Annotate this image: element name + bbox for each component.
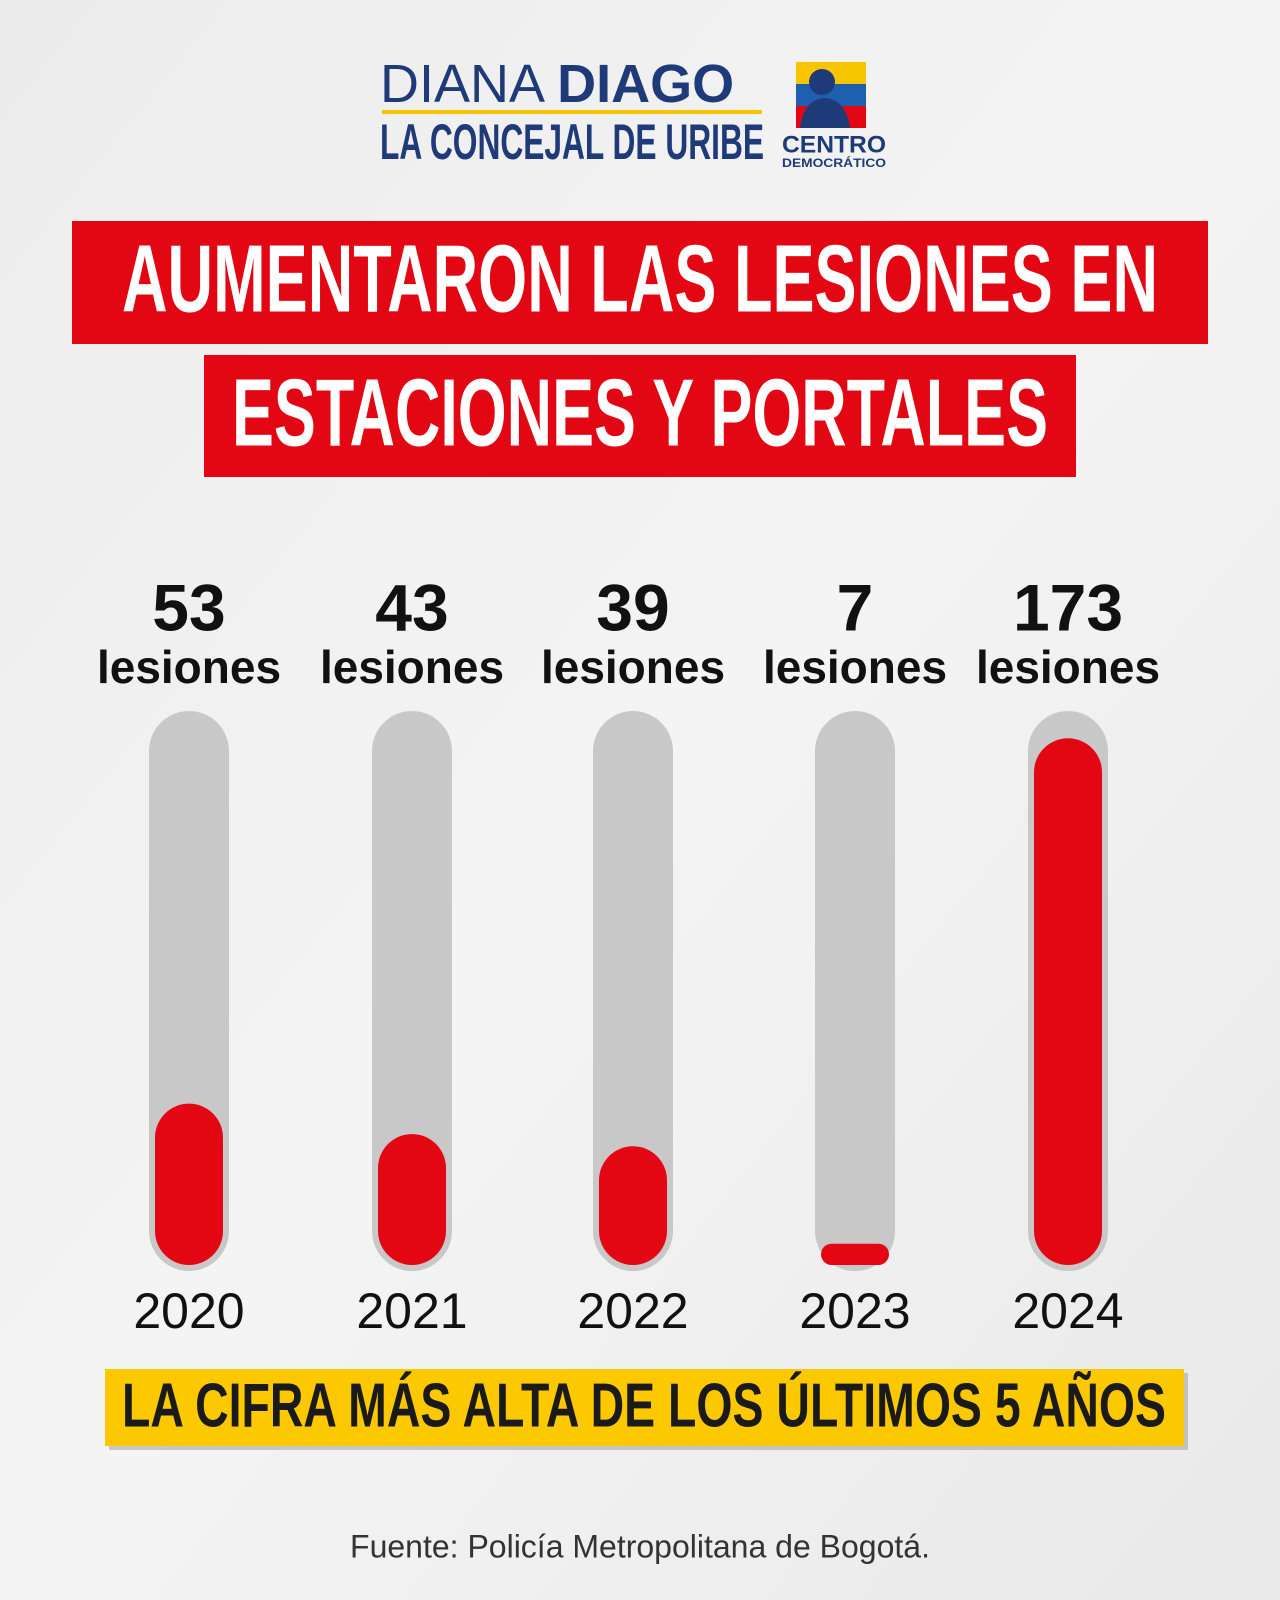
party-name: CENTRO: [782, 131, 886, 158]
chart-title: AUMENTARON LAS LESIONES EN: [122, 225, 1158, 332]
x-tick-label: 2023: [799, 1283, 910, 1339]
x-tick-label: 2022: [577, 1283, 688, 1339]
x-tick-label: 2020: [133, 1283, 244, 1339]
x-tick-label: 2021: [356, 1283, 467, 1339]
value-label: 43: [375, 570, 448, 644]
value-label: 7: [837, 570, 874, 644]
title-box: [72, 221, 1208, 344]
bar-track: [815, 711, 895, 1271]
value-label: 173: [1013, 570, 1123, 644]
value-unit: lesiones: [97, 641, 281, 693]
value-label: 39: [596, 570, 669, 644]
bar: [378, 1134, 446, 1265]
value-unit: lesiones: [541, 641, 725, 693]
bar-track: [372, 711, 452, 1271]
brand-name-bold: DIAGO: [557, 54, 734, 114]
party-name-2: DEMOCRÁTICO: [782, 155, 886, 170]
source: Fuente: Policía Metropolitana de Bogotá.: [350, 1528, 930, 1564]
banner-box: [105, 1369, 1184, 1446]
value-unit: lesiones: [320, 641, 504, 693]
title-box: [204, 355, 1076, 477]
bar: [1034, 738, 1102, 1265]
bar: [155, 1103, 223, 1265]
brand-underline: [382, 110, 762, 114]
bar: [821, 1243, 889, 1265]
value-unit: lesiones: [976, 641, 1160, 693]
banner-text: LA CIFRA MÁS ALTA DE LOS ÚLTIMOS 5 AÑOS: [122, 1371, 1166, 1440]
brand-name: DIANA DIAGO: [380, 54, 734, 114]
chart-title: ESTACIONES Y PORTALES: [232, 359, 1048, 466]
value-label: 53: [152, 570, 225, 644]
bar-track: [593, 711, 673, 1271]
party-logo: CENTRO DEMOCRÁTICO: [782, 62, 886, 170]
bar: [599, 1146, 667, 1265]
brand-tagline: LA CONCEJAL DE URIBE: [380, 114, 764, 170]
value-unit: lesiones: [763, 641, 947, 693]
brand-name-light: DIANA: [380, 54, 545, 114]
x-tick-label: 2024: [1012, 1283, 1123, 1339]
